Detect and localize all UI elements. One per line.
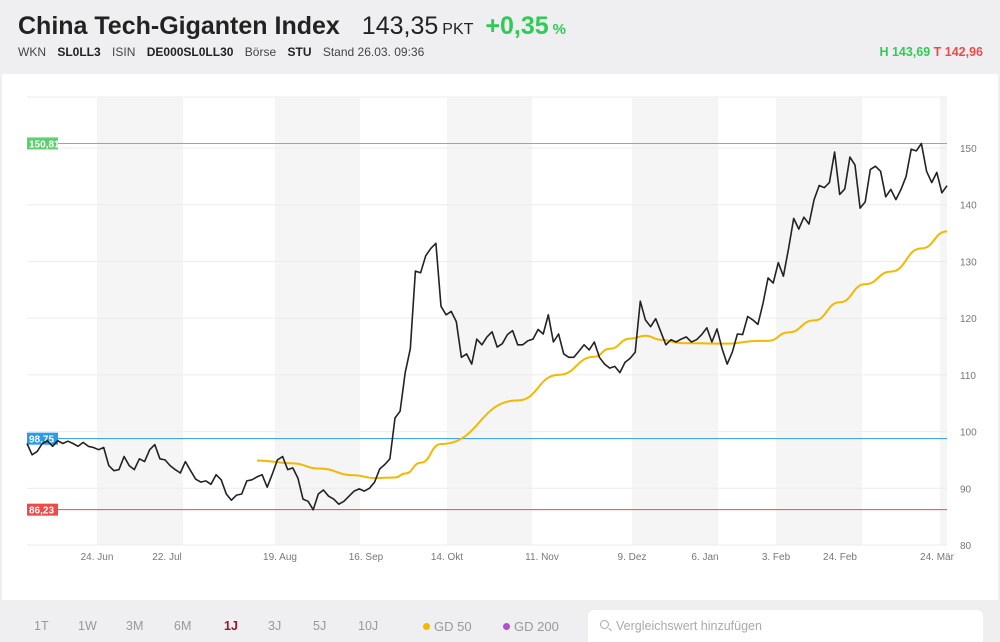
wkn-value: SL0LL3 (57, 45, 101, 59)
gd200-toggle[interactable]: GD 200 (503, 619, 559, 634)
gd200-dot-icon (503, 623, 510, 630)
security-meta: WKN SL0LL3 ISIN DE000SL0LL30 Börse STU S… (18, 45, 432, 59)
page-title: China Tech-Giganten Index (18, 12, 340, 40)
gd50-dot-icon (423, 623, 430, 630)
range-6m[interactable]: 6M (174, 619, 192, 633)
y-tick-label: 100 (960, 428, 977, 439)
price-change: +0,35 (485, 12, 549, 40)
reference-label-bg (27, 432, 58, 445)
y-tick-label: 80 (960, 541, 972, 552)
reference-label-bg (27, 503, 58, 516)
x-tick-label: 3. Feb (762, 552, 791, 563)
high-low: H 143,69 T 142,96 (879, 45, 983, 59)
compare-search-input[interactable] (616, 616, 966, 636)
isin-value: DE000SL0LL30 (146, 45, 234, 59)
exchange-label: Börse (244, 45, 277, 59)
range-1j[interactable]: 1J (224, 619, 238, 633)
x-tick-label: 24. Jun (81, 552, 114, 563)
gd50-toggle[interactable]: GD 50 (423, 619, 472, 634)
range-10j[interactable]: 10J (358, 619, 379, 633)
range-3j[interactable]: 3J (268, 619, 282, 633)
range-1w[interactable]: 1W (78, 619, 97, 633)
x-tick-label: 22. Jul (152, 552, 181, 563)
range-5j[interactable]: 5J (313, 619, 327, 633)
day-high: H 143,69 (879, 45, 931, 59)
x-tick-label: 9. Dez (618, 552, 647, 563)
gd50-label: GD 50 (434, 619, 472, 634)
price-change-unit: % (552, 21, 566, 38)
chart-card: 80 90 100 110 120 130 140 150 24. Jun 22. Jul 19. … (2, 74, 998, 600)
day-low: T 142,96 (933, 45, 983, 59)
price-chart[interactable]: 80 90 100 110 120 130 140 150 24. Jun 22. Jul 19. … (2, 74, 998, 600)
exchange-value: STU (287, 45, 312, 59)
timestamp: Stand 26.03. 09:36 (322, 45, 425, 59)
x-tick-label: 11. Nov (525, 552, 559, 563)
chart-controls: 1T 1W 3M 6M 1J 3J 5J 10J GD 50 GD 200 (0, 600, 1000, 642)
gd50-line (256, 230, 948, 480)
x-tick-label: 19. Aug (263, 552, 297, 563)
wkn-label: WKN (18, 45, 46, 59)
isin-label: ISIN (112, 45, 136, 59)
reference-label-bg (27, 137, 58, 150)
reference-label: 150,81 (29, 139, 60, 150)
month-band (632, 97, 718, 545)
range-1t[interactable]: 1T (34, 619, 49, 633)
month-band (940, 97, 947, 545)
range-3m[interactable]: 3M (126, 619, 144, 633)
x-tick-label: 14. Okt (431, 552, 463, 563)
x-tick-label: 6. Jan (691, 552, 718, 563)
price-line (26, 142, 948, 511)
reference-label: 86,23 (29, 506, 54, 517)
y-tick-label: 140 (960, 201, 977, 212)
search-icon (600, 620, 609, 629)
y-tick-label: 150 (960, 144, 977, 155)
month-band (447, 97, 532, 545)
month-band (97, 97, 183, 545)
compare-search (588, 610, 983, 642)
y-tick-label: 130 (960, 257, 977, 268)
x-tick-label: 16. Sep (349, 552, 384, 563)
price-unit: PKT (442, 21, 474, 38)
current-price: 143,35 (361, 12, 439, 40)
x-tick-label: 24. Feb (823, 552, 857, 563)
header: China Tech-Giganten Index 143,35 PKT +0,… (0, 0, 1000, 74)
y-tick-label: 90 (960, 484, 972, 495)
y-tick-label: 110 (960, 371, 976, 382)
month-band (275, 97, 360, 545)
x-tick-label: 24. Mär (920, 552, 955, 563)
y-tick-label: 120 (960, 314, 977, 325)
gd200-label: GD 200 (514, 619, 559, 634)
reference-label: 98,75 (29, 435, 54, 446)
